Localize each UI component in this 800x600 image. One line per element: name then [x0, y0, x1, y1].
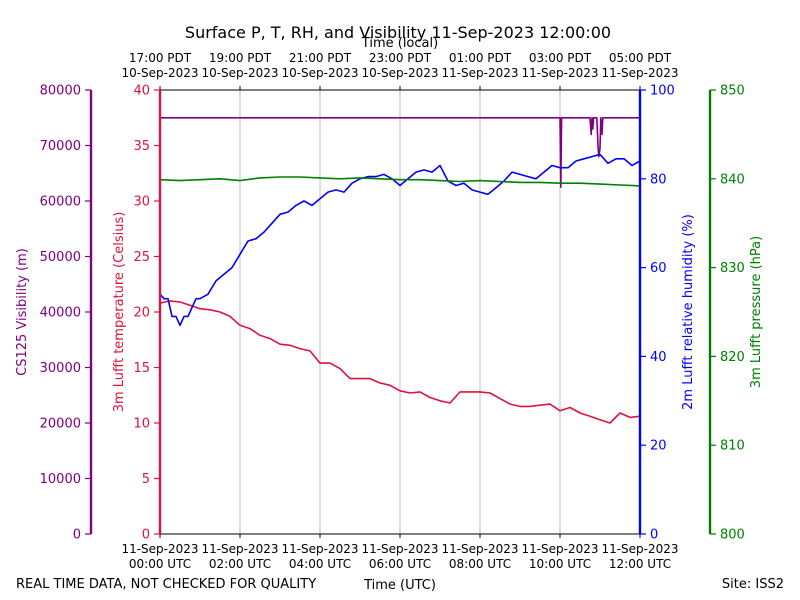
- pressure-tick-label: 820: [720, 350, 745, 365]
- visibility-tick-label: 70000: [40, 139, 81, 154]
- visibility-tick-label: 50000: [40, 250, 81, 265]
- humidity-tick-label: 0: [650, 528, 658, 543]
- top-tick-label: 10-Sep-2023: [281, 66, 358, 80]
- pressure-tick-label: 850: [720, 84, 745, 99]
- top-tick-label: 11-Sep-2023: [521, 66, 598, 80]
- humidity-tick-label: 100: [650, 84, 675, 99]
- top-tick-label: 01:00 PDT: [449, 51, 512, 65]
- x-tick-label: 10:00 UTC: [529, 557, 591, 571]
- top-tick-label: 11-Sep-2023: [441, 66, 518, 80]
- x-tick-label: 04:00 UTC: [289, 557, 351, 571]
- visibility-tick-label: 20000: [40, 417, 81, 432]
- temperature-tick-label: 15: [133, 361, 150, 376]
- visibility-tick-label: 40000: [40, 306, 81, 321]
- chart-title: Surface P, T, RH, and Visibility 11-Sep-…: [185, 23, 611, 42]
- x-tick-label: 11-Sep-2023: [441, 542, 518, 556]
- top-axis-label: Time (local): [361, 36, 438, 51]
- top-tick-label: 11-Sep-2023: [601, 66, 678, 80]
- top-tick-label: 03:00 PDT: [529, 51, 592, 65]
- grid: [239, 90, 561, 534]
- temperature-series-line: [159, 300, 641, 424]
- top-tick-label: 10-Sep-2023: [121, 66, 198, 80]
- visibility-tick-label: 30000: [40, 361, 81, 376]
- temperature-tick-label: 20: [133, 306, 150, 321]
- humidity-axis-label: 2m Lufft relative humidity (%): [681, 214, 696, 410]
- visibility-series-line: [160, 117, 640, 188]
- x-tick-label: 11-Sep-2023: [361, 542, 438, 556]
- temperature-tick-label: 0: [142, 528, 150, 543]
- visibility-tick-label: 0: [73, 528, 81, 543]
- pressure-tick-label: 810: [720, 439, 745, 454]
- humidity-tick-label: 60: [650, 261, 667, 276]
- temperature-tick-label: 30: [133, 195, 150, 210]
- top-tick-label: 10-Sep-2023: [201, 66, 278, 80]
- x-tick-label: 11-Sep-2023: [521, 542, 598, 556]
- bottom-axis-label: Time (UTC): [363, 578, 436, 593]
- humidity-tick-label: 80: [650, 172, 667, 187]
- x-tick-label: 11-Sep-2023: [201, 542, 278, 556]
- x-tick-label: 11-Sep-2023: [601, 542, 678, 556]
- series-layer: [159, 117, 641, 424]
- visibility-tick-label: 80000: [40, 84, 81, 99]
- x-tick-label: 11-Sep-2023: [121, 542, 198, 556]
- pressure-series-line: [159, 176, 641, 187]
- x-tick-label: 11-Sep-2023: [281, 542, 358, 556]
- top-tick-label: 10-Sep-2023: [361, 66, 438, 80]
- footer-quality-note: REAL TIME DATA, NOT CHECKED FOR QUALITY: [16, 577, 316, 592]
- x-tick-label: 00:00 UTC: [129, 557, 191, 571]
- top-tick-label: 19:00 PDT: [209, 51, 272, 65]
- top-tick-label: 21:00 PDT: [289, 51, 352, 65]
- top-tick-label: 17:00 PDT: [129, 51, 192, 65]
- humidity-tick-label: 40: [650, 350, 667, 365]
- temperature-tick-label: 35: [133, 139, 150, 154]
- visibility-tick-label: 10000: [40, 472, 81, 487]
- temperature-tick-label: 25: [133, 250, 150, 265]
- visibility-tick-label: 60000: [40, 195, 81, 210]
- temperature-tick-label: 40: [133, 84, 150, 99]
- humidity-tick-label: 20: [650, 439, 667, 454]
- humidity-series-line: [159, 153, 641, 327]
- pressure-tick-label: 830: [720, 261, 745, 276]
- temperature-tick-label: 5: [142, 472, 150, 487]
- temperature-axis-label: 3m Lufft temperature (Celsius): [112, 212, 127, 413]
- x-tick-label: 06:00 UTC: [369, 557, 431, 571]
- x-tick-label: 12:00 UTC: [609, 557, 671, 571]
- footer-site: Site: ISS2: [722, 577, 784, 592]
- top-tick-label: 23:00 PDT: [369, 51, 432, 65]
- visibility-axis-label: CS125 Visibility (m): [15, 248, 30, 376]
- pressure-tick-label: 800: [720, 528, 745, 543]
- pressure-tick-label: 840: [720, 172, 745, 187]
- x-tick-label: 02:00 UTC: [209, 557, 271, 571]
- top-tick-label: 05:00 PDT: [609, 51, 672, 65]
- pressure-axis-label: 3m Lufft pressure (hPa): [749, 236, 764, 388]
- x-tick-label: 08:00 UTC: [449, 557, 511, 571]
- temperature-tick-label: 10: [133, 417, 150, 432]
